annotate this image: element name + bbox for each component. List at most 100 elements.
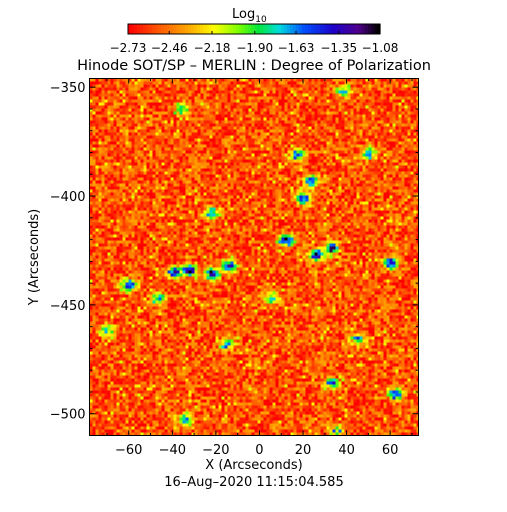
heatmap-cell <box>176 189 180 193</box>
heatmap-cell <box>104 147 108 151</box>
heatmap-cell <box>179 114 183 118</box>
heatmap-cell <box>380 114 384 118</box>
heatmap-cell <box>197 162 201 166</box>
heatmap-cell <box>356 183 360 187</box>
heatmap-cell <box>413 93 417 97</box>
heatmap-cell <box>200 114 204 118</box>
heatmap-cell <box>113 81 117 85</box>
heatmap-cell <box>326 102 330 106</box>
heatmap-cell <box>179 204 183 208</box>
heatmap-cell <box>200 180 204 184</box>
colorbar-segment <box>215 24 219 34</box>
heatmap-cell <box>386 105 390 109</box>
heatmap-cell <box>191 105 195 109</box>
heatmap-cell <box>347 144 351 148</box>
heatmap-cell <box>200 159 204 163</box>
heatmap-cell <box>368 141 372 145</box>
heatmap-cell <box>311 78 315 82</box>
heatmap-cell <box>230 105 234 109</box>
heatmap-cell <box>170 129 174 133</box>
heatmap-cell <box>272 111 276 115</box>
heatmap-cell <box>107 144 111 148</box>
heatmap-cell <box>353 144 357 148</box>
heatmap-cell <box>365 141 369 145</box>
heatmap-cell <box>134 192 138 196</box>
heatmap-cell <box>143 102 147 106</box>
heatmap-cell <box>344 102 348 106</box>
heatmap-cell <box>368 150 372 154</box>
heatmap-cell <box>191 198 195 202</box>
heatmap-cell <box>128 108 132 112</box>
heatmap-cell <box>404 180 408 184</box>
heatmap-cell <box>167 111 171 115</box>
heatmap-cell <box>332 96 336 100</box>
heatmap-cell <box>149 162 153 166</box>
heatmap-cell <box>134 96 138 100</box>
heatmap-cell <box>296 174 300 178</box>
heatmap-cell <box>113 168 117 172</box>
heatmap-cell <box>92 150 96 154</box>
heatmap-cell <box>248 156 252 160</box>
heatmap-cell <box>161 195 165 199</box>
heatmap-cell <box>191 153 195 157</box>
heatmap-cell <box>230 126 234 130</box>
heatmap-cell <box>395 153 399 157</box>
heatmap-cell <box>149 117 153 121</box>
heatmap-cell <box>362 93 366 97</box>
heatmap-cell <box>251 120 255 124</box>
heatmap-cell <box>386 180 390 184</box>
heatmap-cell <box>371 108 375 112</box>
heatmap-cell <box>413 99 417 103</box>
heatmap-cell <box>227 162 231 166</box>
heatmap-cell <box>389 78 393 82</box>
heatmap-cell <box>266 192 270 196</box>
heatmap-cell <box>380 198 384 202</box>
heatmap-cell <box>341 99 345 103</box>
heatmap-cell <box>167 141 171 145</box>
heatmap-cell <box>329 141 333 145</box>
heatmap-cell <box>209 105 213 109</box>
heatmap-cell <box>287 177 291 181</box>
heatmap-cell <box>386 81 390 85</box>
heatmap-cell <box>266 150 270 154</box>
heatmap-cell <box>413 174 417 178</box>
heatmap-cell <box>281 159 285 163</box>
heatmap-cell <box>215 108 219 112</box>
heatmap-cell <box>242 81 246 85</box>
colorbar-segment <box>353 24 357 34</box>
heatmap-cell <box>98 93 102 97</box>
heatmap-cell <box>278 159 282 163</box>
heatmap-cell <box>251 207 255 211</box>
heatmap-cell <box>155 201 159 205</box>
heatmap-cell <box>188 174 192 178</box>
heatmap-cell <box>140 81 144 85</box>
heatmap-cell <box>170 156 174 160</box>
heatmap-cell <box>134 135 138 139</box>
heatmap-cell <box>170 195 174 199</box>
heatmap-cell <box>95 117 99 121</box>
heatmap-cell <box>134 120 138 124</box>
heatmap-cell <box>95 105 99 109</box>
heatmap-cell <box>389 138 393 142</box>
heatmap-cell <box>248 117 252 121</box>
heatmap-cell <box>299 135 303 139</box>
heatmap-cell <box>401 93 405 97</box>
heatmap-cell <box>284 126 288 130</box>
heatmap-cell <box>113 150 117 154</box>
heatmap-cell <box>89 210 93 214</box>
heatmap-cell <box>233 186 237 190</box>
heatmap-cell <box>149 150 153 154</box>
heatmap-cell <box>338 78 342 82</box>
heatmap-cell <box>281 189 285 193</box>
heatmap-cell <box>395 147 399 151</box>
heatmap-cell <box>206 183 210 187</box>
heatmap-cell <box>236 198 240 202</box>
heatmap-cell <box>101 153 105 157</box>
heatmap-cell <box>347 186 351 190</box>
colorbar-segment <box>221 24 225 34</box>
heatmap-cell <box>128 159 132 163</box>
heatmap-cell <box>335 204 339 208</box>
heatmap-cell <box>110 129 114 133</box>
heatmap-cell <box>260 201 264 205</box>
heatmap-cell <box>224 129 228 133</box>
